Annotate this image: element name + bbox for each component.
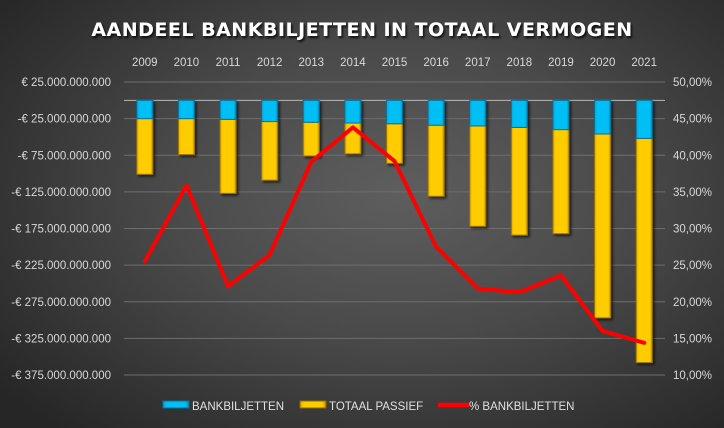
bar-bankbiljetten [344,99,362,124]
legend-swatch-bankbiljetten [162,400,190,409]
bar-totaal-passief [594,133,612,319]
bar-totaal-passief [469,125,487,227]
bar-group [635,99,653,364]
percentage-line [142,125,647,345]
bar-bankbiljetten [594,99,612,135]
x-tick-label: 2021 [631,57,657,69]
bar-totaal-passief [552,129,570,235]
bar-bankbiljetten [427,99,445,126]
y-right-tick-label: 40,00% [673,150,712,162]
line-point [226,284,230,288]
x-tick-label: 2016 [423,57,449,69]
x-tick-label: 2011 [216,57,241,69]
y-left-tick-label: € 25.000.000.000 [21,77,111,89]
x-tick-label: 2012 [257,57,283,69]
line-point [476,287,480,291]
y-left-tick-label: -€ 175.000.000.000 [11,224,111,236]
line-point [351,125,355,129]
bar-group [469,99,487,227]
y-right-tick-label: 15,00% [673,333,712,345]
x-tick-label: 2017 [465,57,491,69]
bar-bankbiljetten [635,99,653,139]
x-tick-label: 2014 [340,57,366,69]
y-left-tick-label: -€ 325.000.000.000 [11,333,111,345]
y-right-tick-label: 20,00% [673,297,712,309]
y-left-tick-label: -€ 125.000.000.000 [11,187,111,199]
bar-bankbiljetten [552,99,570,131]
legend-label-totaal-passief: TOTAAL PASSIEF [329,401,423,413]
y-left-tick-label: -€ 275.000.000.000 [11,297,111,309]
bar-totaal-passief [136,118,154,175]
bar-group [219,99,237,194]
line-point [434,245,438,249]
x-tick-label: 2019 [548,57,574,69]
bar-bankbiljetten [386,99,403,125]
line-point [642,341,646,345]
x-tick-label: 2010 [174,57,200,69]
bar-totaal-passief [219,118,237,194]
y-left-tick-label: -€ 375.000.000.000 [11,370,111,382]
line-point [559,273,563,277]
bar-group [261,99,279,181]
chart-title: AANDEEL BANKBILJETTEN IN TOTAAL VERMOGEN [91,19,632,41]
x-axis-labels: 2009 2010 2011 2012 2013 2014 2015 2016 2017 2018… [132,57,657,69]
bar-bankbiljetten [219,99,237,120]
bar-group [386,99,403,164]
x-tick-label: 2015 [382,57,408,69]
legend-label-bankbiljetten: BANKBILJETTEN [192,401,284,413]
y-left-tick-label: -€ 75.000.000.000 [18,150,111,162]
bar-totaal-passief [510,126,528,236]
bar-group [552,99,570,235]
x-tick-label: 2013 [298,57,324,69]
bar-totaal-passief [302,121,320,157]
legend-item-bankbiljetten: BANKBILJETTEN [162,400,284,413]
y-left-tick-label: -€ 25.000.000.000 [18,114,111,126]
legend-label-pct-bankbiljetten: % BANKBILJETTEN [469,401,574,413]
bar-bankbiljetten [261,99,279,123]
y-left-tick-label: -€ 225.000.000.000 [11,260,111,272]
bar-group [510,99,528,236]
bar-bankbiljetten [510,99,528,128]
legend: BANKBILJETTEN TOTAAL PASSIEF % BANKBILJE… [162,400,574,413]
line-point [184,183,188,187]
y-axis-left-labels: € 25.000.000.000 -€ 25.000.000.000 -€ 75.0… [11,77,111,382]
bar-bankbiljetten [136,99,154,120]
y-right-tick-label: 45,00% [673,114,712,126]
bar-bankbiljetten [302,99,320,123]
bar-totaal-passief [177,118,195,156]
legend-swatch-totaal-passief [299,400,327,409]
y-right-tick-label: 50,00% [673,77,712,89]
legend-item-totaal-passief: TOTAAL PASSIEF [299,400,423,413]
bar-group [302,99,320,157]
bar-totaal-passief [427,124,445,197]
legend-item-pct-bankbiljetten: % BANKBILJETTEN [438,401,574,413]
y-axis-right-labels: 50,00% 45,00% 40,00% 35,00% 30,00% 25,00% 20,0… [673,77,712,382]
bars [136,99,653,364]
x-tick-label: 2020 [590,57,616,69]
bar-totaal-passief [635,137,653,364]
gridlines [124,81,665,376]
line-point [309,160,313,164]
bar-group [136,99,154,175]
y-right-tick-label: 25,00% [673,260,712,272]
bar-totaal-passief [261,121,279,181]
line-point [393,159,396,163]
line-point [268,253,272,257]
bar-group [177,99,195,156]
line-point [517,290,521,294]
line-point [601,329,605,333]
bar-bankbiljetten [177,99,195,120]
bar-bankbiljetten [469,99,487,127]
bar-group [594,99,612,319]
x-tick-label: 2018 [507,57,533,69]
y-right-tick-label: 10,00% [673,370,712,382]
y-right-tick-label: 35,00% [673,187,712,199]
x-tick-label: 2009 [132,57,158,69]
bar-group [427,99,445,197]
line-point [143,259,147,263]
y-right-tick-label: 30,00% [673,224,712,236]
